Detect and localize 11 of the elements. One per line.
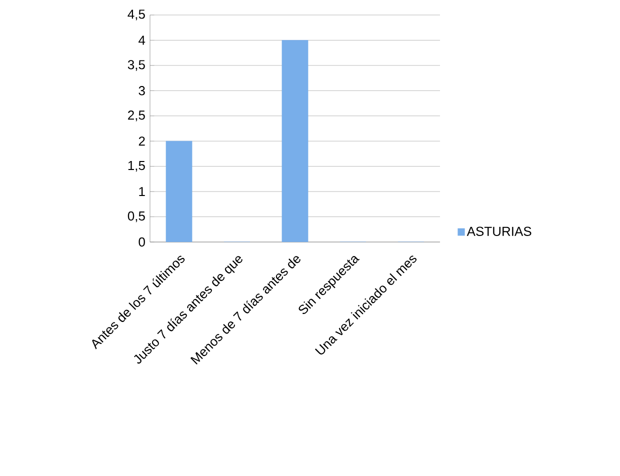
- y-tick-label: 0: [138, 237, 145, 247]
- y-tick-label: 1: [139, 187, 145, 196]
- y-tick-label: 4: [138, 36, 146, 45]
- legend-label: ASTURIAS: [466, 226, 532, 236]
- y-tick-label: 1,5: [128, 161, 145, 172]
- y-tick-label: 2: [138, 136, 145, 146]
- y-tick-label: 2,5: [128, 110, 145, 122]
- y-tick-label: 3,5: [128, 60, 145, 71]
- y-tick-label: 3: [138, 86, 145, 96]
- y-tick-label: 0,5: [128, 211, 145, 222]
- y-tick-label: 4,5: [128, 10, 145, 20]
